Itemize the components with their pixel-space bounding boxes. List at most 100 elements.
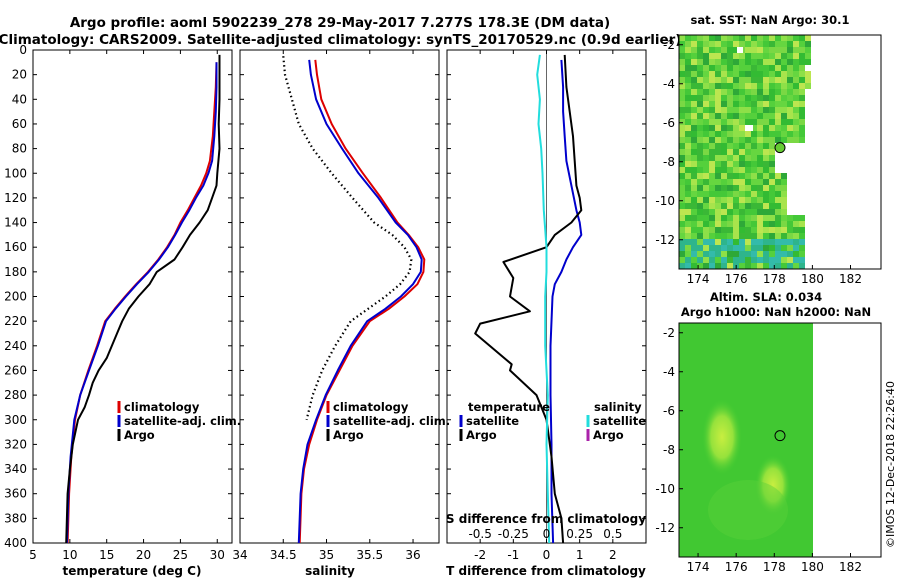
sst-cell [709, 53, 715, 59]
sst-cell [679, 47, 685, 53]
sst-cell [757, 233, 763, 239]
sst-cell [697, 41, 703, 47]
sst-cell [751, 251, 757, 257]
sst-map-frame [678, 34, 882, 270]
sst-cell [691, 65, 697, 71]
sst-cell [769, 233, 775, 239]
sst-cell [715, 65, 721, 71]
sst-cell [697, 233, 703, 239]
sst-cell [793, 125, 799, 131]
sst-cell [721, 191, 727, 197]
sst-cell [763, 251, 769, 257]
sst-cell [739, 257, 745, 263]
sst-cell [703, 35, 709, 41]
depth-tick-label: 80 [12, 142, 27, 156]
sst-cell [745, 155, 751, 161]
sla-map-ticks: 174 176 178 180 182 -2 -4 -6 -8 -10 -12 [655, 326, 862, 574]
sst-cell [691, 113, 697, 119]
sst-cell [697, 239, 703, 245]
sst-cell [757, 83, 763, 89]
sst-cell [769, 191, 775, 197]
depth-tick-label: 400 [4, 536, 27, 550]
sst-cell [703, 95, 709, 101]
sst-cell [751, 215, 757, 221]
sst-cell [709, 203, 715, 209]
sst-cell [793, 245, 799, 251]
sst-cell [757, 47, 763, 53]
sst-cell [691, 257, 697, 263]
sst-cell [703, 101, 709, 107]
sst-cell [727, 149, 733, 155]
sst-cell [733, 239, 739, 245]
sst-cell [727, 239, 733, 245]
temperature-axis-label: temperature (deg C) [63, 564, 202, 578]
sst-cell [799, 233, 805, 239]
sst-cell [721, 173, 727, 179]
sst-cell [703, 245, 709, 251]
sst-cell [703, 221, 709, 227]
sst-cell [769, 173, 775, 179]
sst-cell [793, 131, 799, 137]
sst-cell [781, 131, 787, 137]
sst-cell [757, 101, 763, 107]
sst-cell [703, 191, 709, 197]
x-tick-label: 34 [232, 548, 247, 562]
sst-cell [685, 77, 691, 83]
sst-cell [775, 119, 781, 125]
sst-cell [697, 113, 703, 119]
sst-cell [733, 41, 739, 47]
sst-cell [709, 149, 715, 155]
sst-cell [763, 59, 769, 65]
sst-cell [709, 185, 715, 191]
sst-cell [679, 209, 685, 215]
s-tick-label: -0.25 [498, 527, 529, 541]
sst-cell [787, 137, 793, 143]
sst-cell [727, 83, 733, 89]
sst-cell [691, 173, 697, 179]
sst-cell [679, 191, 685, 197]
sst-cell [709, 251, 715, 257]
depth-tick-label: 260 [4, 363, 27, 377]
sst-cell [679, 245, 685, 251]
sst-cell [775, 257, 781, 263]
sst-cell [787, 257, 793, 263]
sst-cell [709, 95, 715, 101]
sst-cell [793, 251, 799, 257]
sst-cell [733, 221, 739, 227]
map-x-tick-label: 176 [725, 272, 748, 286]
sst-cell [781, 251, 787, 257]
sst-cell [715, 131, 721, 137]
sst-cell [799, 227, 805, 233]
sst-cell [679, 59, 685, 65]
map-y-tick-label: -10 [655, 194, 675, 208]
x-tick-label: 35.5 [356, 548, 383, 562]
sst-cell [763, 125, 769, 131]
s-difference-axis-label: S difference from climatology [446, 512, 646, 526]
sst-cell [763, 173, 769, 179]
sst-cell [763, 35, 769, 41]
sst-cell [715, 251, 721, 257]
sst-cell [775, 71, 781, 77]
sst-cell [751, 221, 757, 227]
sst-cell [739, 101, 745, 107]
sst-cell [781, 59, 787, 65]
sst-cell [775, 203, 781, 209]
sst-cell [799, 89, 805, 95]
x-tick-label: 15 [99, 548, 114, 562]
sst-cell [775, 263, 781, 269]
sst-cell [703, 185, 709, 191]
sst-cell [685, 191, 691, 197]
sst-cell [715, 185, 721, 191]
sst-cell [733, 35, 739, 41]
sst-cell [691, 53, 697, 59]
sst-cell [739, 65, 745, 71]
sst-cell [751, 41, 757, 47]
legend-label-argo: Argo [333, 428, 364, 442]
sst-cell [739, 155, 745, 161]
sst-cell [691, 107, 697, 113]
sst-cell [679, 137, 685, 143]
sst-cell [727, 95, 733, 101]
sst-cell [691, 167, 697, 173]
sst-cell [727, 113, 733, 119]
sst-cell [733, 65, 739, 71]
